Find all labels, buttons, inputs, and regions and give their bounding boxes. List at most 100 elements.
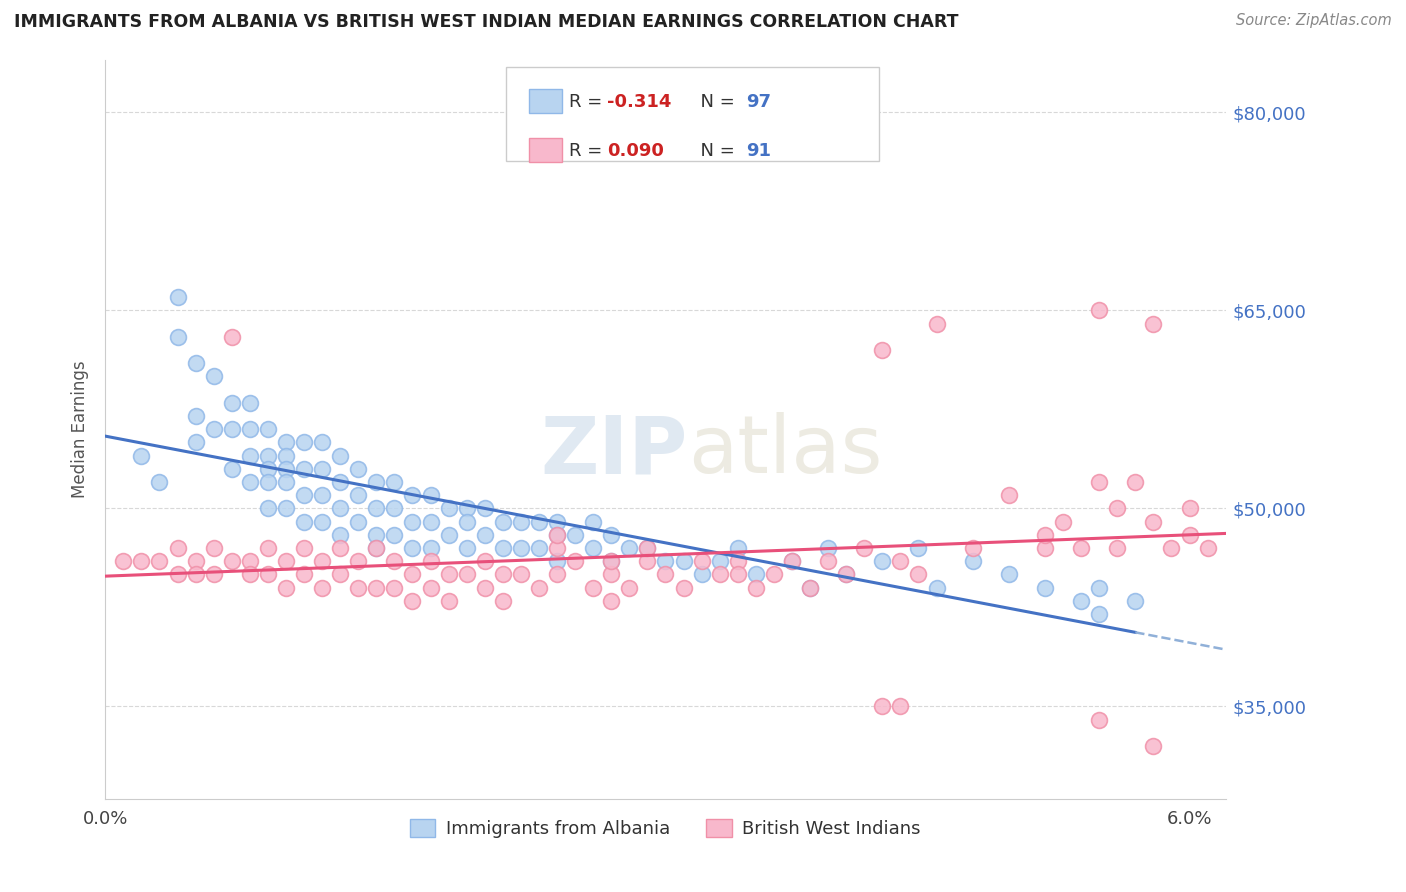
Point — [509, 541, 531, 555]
Point — [1033, 528, 1056, 542]
Point — [274, 475, 297, 489]
Point — [274, 462, 297, 476]
Point — [1107, 501, 1129, 516]
Point — [131, 449, 153, 463]
Point — [274, 435, 297, 450]
Point — [492, 515, 515, 529]
Point — [329, 475, 352, 489]
Point — [1033, 581, 1056, 595]
Point — [382, 554, 405, 568]
Point — [347, 581, 370, 595]
Point — [998, 488, 1021, 502]
Text: -0.314: -0.314 — [607, 93, 672, 111]
Point — [184, 567, 207, 582]
Point — [1142, 317, 1164, 331]
Point — [925, 317, 948, 331]
Point — [817, 541, 839, 555]
Point — [329, 528, 352, 542]
Point — [221, 422, 243, 436]
Point — [962, 554, 984, 568]
Point — [347, 488, 370, 502]
Point — [382, 528, 405, 542]
Point — [221, 396, 243, 410]
Point — [745, 581, 768, 595]
Point — [853, 541, 876, 555]
Point — [1160, 541, 1182, 555]
Point — [907, 567, 929, 582]
Point — [239, 449, 262, 463]
Point — [492, 541, 515, 555]
Point — [311, 435, 333, 450]
Point — [311, 515, 333, 529]
Point — [221, 554, 243, 568]
Point — [221, 330, 243, 344]
Point — [184, 554, 207, 568]
Point — [600, 528, 623, 542]
Point — [382, 501, 405, 516]
Point — [366, 541, 388, 555]
Point — [998, 567, 1021, 582]
Point — [474, 554, 496, 568]
Point — [799, 581, 821, 595]
Point — [456, 541, 478, 555]
Point — [419, 541, 441, 555]
Point — [148, 554, 170, 568]
Point — [546, 541, 568, 555]
Point — [366, 541, 388, 555]
Text: Source: ZipAtlas.com: Source: ZipAtlas.com — [1236, 13, 1392, 29]
Point — [347, 462, 370, 476]
Point — [780, 554, 803, 568]
Point — [257, 449, 280, 463]
Point — [166, 541, 188, 555]
Point — [401, 541, 423, 555]
Point — [311, 581, 333, 595]
Point — [636, 541, 658, 555]
Text: N =: N = — [689, 93, 741, 111]
Point — [274, 449, 297, 463]
Legend: Immigrants from Albania, British West Indians: Immigrants from Albania, British West In… — [402, 812, 928, 846]
Point — [202, 541, 225, 555]
Text: 0.090: 0.090 — [607, 142, 664, 160]
Point — [872, 554, 894, 568]
Point — [474, 501, 496, 516]
Point — [382, 581, 405, 595]
Point — [474, 528, 496, 542]
Point — [456, 501, 478, 516]
Point — [257, 475, 280, 489]
Y-axis label: Median Earnings: Median Earnings — [72, 360, 89, 498]
Point — [366, 501, 388, 516]
Point — [274, 554, 297, 568]
Point — [382, 475, 405, 489]
Point — [727, 554, 749, 568]
Point — [292, 541, 315, 555]
Point — [527, 541, 550, 555]
Point — [366, 528, 388, 542]
Point — [636, 554, 658, 568]
Point — [419, 581, 441, 595]
Point — [835, 567, 858, 582]
Point — [292, 435, 315, 450]
Point — [311, 554, 333, 568]
Point — [202, 422, 225, 436]
Point — [1088, 607, 1111, 621]
Point — [166, 330, 188, 344]
Text: ZIP: ZIP — [541, 412, 688, 491]
Point — [292, 462, 315, 476]
Point — [709, 567, 731, 582]
Point — [709, 554, 731, 568]
Point — [564, 528, 586, 542]
Point — [546, 554, 568, 568]
Text: 97: 97 — [747, 93, 772, 111]
Point — [437, 594, 460, 608]
Point — [1088, 475, 1111, 489]
Point — [184, 409, 207, 423]
Point — [1178, 528, 1201, 542]
Point — [274, 501, 297, 516]
Point — [419, 515, 441, 529]
Point — [239, 554, 262, 568]
Point — [1123, 594, 1146, 608]
Point — [257, 541, 280, 555]
Point — [239, 396, 262, 410]
Point — [690, 554, 713, 568]
Point — [456, 515, 478, 529]
